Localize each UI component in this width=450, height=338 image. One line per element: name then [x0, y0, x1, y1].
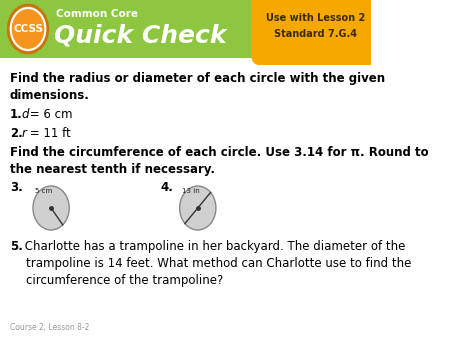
Text: Standard 7.G.4: Standard 7.G.4 — [274, 29, 357, 39]
Text: 5.: 5. — [10, 240, 23, 253]
Text: Common Core: Common Core — [56, 9, 138, 19]
Text: = 6 cm: = 6 cm — [27, 108, 73, 121]
Bar — [310, 0, 374, 58]
Text: 5 cm: 5 cm — [35, 188, 52, 194]
Text: Find the circumference of each circle. Use 3.14 for π. Round to: Find the circumference of each circle. U… — [10, 146, 428, 159]
Text: Quick Check: Quick Check — [54, 24, 226, 48]
Text: 13 in: 13 in — [182, 188, 200, 194]
Text: r: r — [22, 127, 26, 140]
Bar — [0, 0, 371, 58]
Text: Course 2, Lesson 8-2: Course 2, Lesson 8-2 — [10, 323, 89, 332]
Text: Use with Lesson 2: Use with Lesson 2 — [266, 13, 365, 23]
Text: 3.: 3. — [10, 181, 22, 194]
Circle shape — [8, 5, 48, 53]
FancyBboxPatch shape — [252, 0, 379, 65]
Text: Find the radius or diameter of each circle with the given: Find the radius or diameter of each circ… — [10, 72, 385, 85]
Text: dimensions.: dimensions. — [10, 89, 90, 102]
Text: Charlotte has a trampoline in her backyard. The diameter of the: Charlotte has a trampoline in her backya… — [22, 240, 406, 253]
Text: d: d — [22, 108, 29, 121]
Text: trampoline is 14 feet. What method can Charlotte use to find the: trampoline is 14 feet. What method can C… — [27, 257, 412, 270]
Text: CCSS: CCSS — [13, 24, 43, 34]
Text: 2.: 2. — [10, 127, 22, 140]
Text: = 11 ft: = 11 ft — [27, 127, 71, 140]
Circle shape — [180, 186, 216, 230]
Circle shape — [33, 186, 69, 230]
Text: 1.: 1. — [10, 108, 22, 121]
Text: 4.: 4. — [161, 181, 174, 194]
Text: circumference of the trampoline?: circumference of the trampoline? — [27, 274, 224, 287]
Text: the nearest tenth if necessary.: the nearest tenth if necessary. — [10, 163, 215, 176]
